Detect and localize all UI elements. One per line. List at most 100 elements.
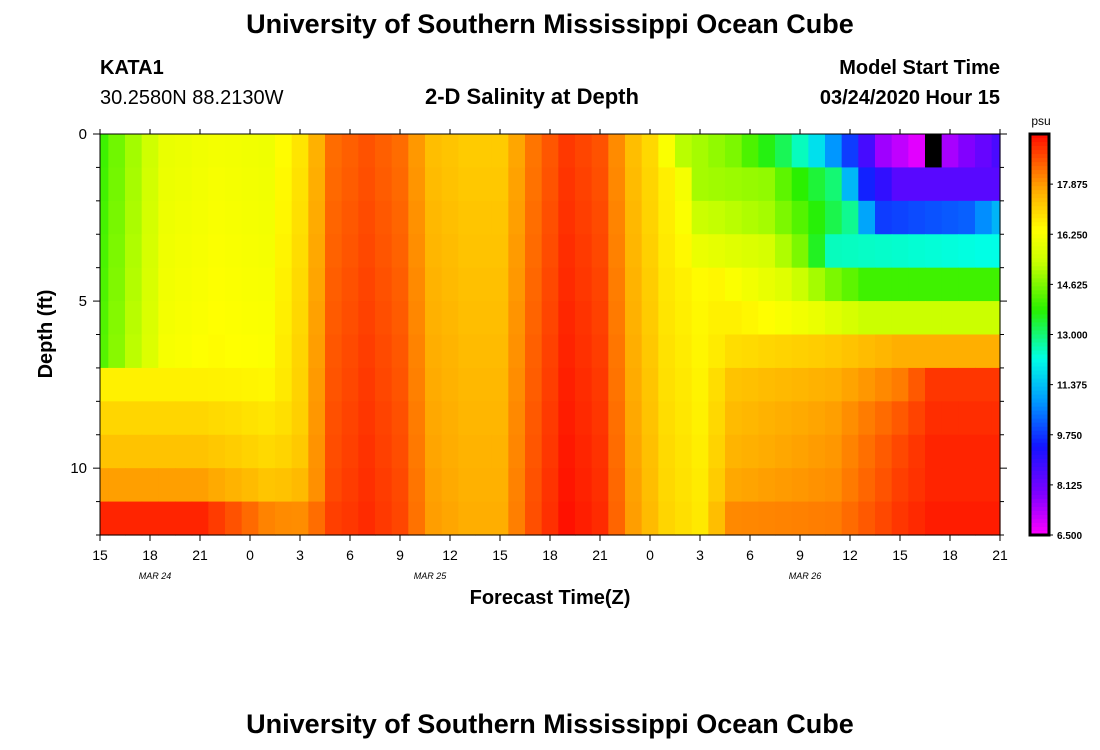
heatmap-cell: [325, 234, 343, 269]
heatmap-cell: [525, 200, 543, 235]
colorbar-swatch: [1030, 318, 1049, 324]
heatmap-cell: [608, 234, 626, 269]
heatmap-cell: [108, 434, 126, 469]
heatmap-cell: [275, 267, 293, 302]
heatmap-cell: [325, 334, 343, 369]
heatmap-cell: [425, 200, 443, 235]
heatmap-cell: [675, 401, 693, 436]
colorbar-swatch: [1030, 234, 1049, 239]
heatmap-cell: [508, 134, 526, 169]
heatmap-cell: [158, 134, 176, 169]
heatmap-cell: [341, 434, 359, 469]
heatmap-cell: [275, 434, 293, 469]
heatmap-cell: [225, 501, 243, 536]
x-date-label: MAR 24: [139, 571, 172, 581]
heatmap-cell: [658, 134, 676, 169]
colorbar-swatch: [1030, 266, 1049, 271]
heatmap-cell: [408, 301, 426, 336]
heatmap-cell: [858, 468, 876, 503]
colorbar-swatch: [1030, 222, 1049, 227]
heatmap-cell: [358, 167, 376, 202]
heatmap-cell: [175, 267, 193, 302]
heatmap-cell: [275, 167, 293, 202]
heatmap-cell: [775, 367, 793, 402]
x-tick-label: 0: [646, 547, 654, 563]
heatmap-cell: [725, 200, 743, 235]
heatmap-cell: [341, 301, 359, 336]
page-title-bottom: University of Southern Mississippi Ocean…: [246, 709, 854, 739]
heatmap-cell: [625, 334, 643, 369]
heatmap-cell: [175, 334, 193, 369]
colorbar-tick-label: 8.125: [1057, 481, 1082, 492]
heatmap-cell: [375, 468, 393, 503]
heatmap-cell: [558, 134, 576, 169]
colorbar-tick-label: 13.000: [1057, 331, 1088, 342]
colorbar-swatch: [1030, 254, 1049, 259]
heatmap-cell: [375, 301, 393, 336]
heatmap-cell: [558, 267, 576, 302]
heatmap-cell: [658, 367, 676, 402]
heatmap-cell: [541, 267, 559, 302]
colorbar-swatch: [1030, 202, 1049, 207]
heatmap-cell: [541, 234, 559, 269]
heatmap-cell: [691, 334, 709, 369]
heatmap-cell: [975, 200, 993, 235]
heatmap-cell: [458, 234, 476, 269]
colorbar-swatch: [1030, 458, 1049, 464]
heatmap-cell: [208, 267, 226, 302]
heatmap-cell: [891, 367, 909, 402]
heatmap-cell: [791, 401, 809, 436]
heatmap-cell: [408, 434, 426, 469]
heatmap-cell: [875, 334, 893, 369]
heatmap-cell: [591, 434, 609, 469]
heatmap-cell: [591, 301, 609, 336]
heatmap-cell: [191, 167, 209, 202]
heatmap-cell: [925, 267, 943, 302]
heatmap-cell: [891, 401, 909, 436]
heatmap-cell: [875, 401, 893, 436]
plot-title: 2-D Salinity at Depth: [425, 84, 639, 109]
heatmap-cell: [241, 134, 259, 169]
colorbar-swatch: [1030, 366, 1049, 372]
heatmap-cell: [175, 401, 193, 436]
heatmap-cell: [258, 167, 276, 202]
colorbar-swatch: [1030, 226, 1049, 231]
heatmap-cell: [325, 134, 343, 169]
heatmap-cell: [408, 234, 426, 269]
heatmap-cell: [941, 367, 959, 402]
heatmap-cell: [491, 267, 509, 302]
heatmap-cell: [908, 200, 926, 235]
colorbar-swatch: [1030, 314, 1049, 320]
colorbar-swatch: [1030, 322, 1049, 328]
heatmap-cell: [841, 134, 859, 169]
heatmap-cell: [425, 134, 443, 169]
heatmap-cell: [558, 334, 576, 369]
heatmap-cell: [791, 468, 809, 503]
heatmap-cell: [125, 434, 143, 469]
heatmap-cell: [841, 434, 859, 469]
heatmap-cell: [191, 468, 209, 503]
heatmap-cell: [591, 167, 609, 202]
colorbar-swatch: [1030, 154, 1049, 159]
heatmap-cell: [258, 134, 276, 169]
heatmap-cell: [741, 301, 759, 336]
heatmap-cell: [175, 200, 193, 235]
heatmap-cell: [558, 401, 576, 436]
heatmap-cell: [808, 401, 826, 436]
colorbar-swatch: [1030, 214, 1049, 219]
heatmap-cell: [141, 434, 159, 469]
heatmap-cell: [441, 234, 459, 269]
heatmap-cell: [625, 367, 643, 402]
colorbar-swatch: [1030, 138, 1049, 143]
heatmap-cell: [991, 301, 1001, 336]
heatmap-cell: [975, 334, 993, 369]
colorbar-swatch: [1030, 258, 1049, 263]
heatmap-cell: [625, 468, 643, 503]
heatmap-cell: [625, 134, 643, 169]
colorbar-swatch: [1030, 494, 1049, 500]
heatmap-cell: [408, 200, 426, 235]
heatmap-cell: [208, 434, 226, 469]
heatmap-cell: [141, 234, 159, 269]
heatmap-cell: [958, 434, 976, 469]
heatmap-cell: [108, 501, 126, 536]
